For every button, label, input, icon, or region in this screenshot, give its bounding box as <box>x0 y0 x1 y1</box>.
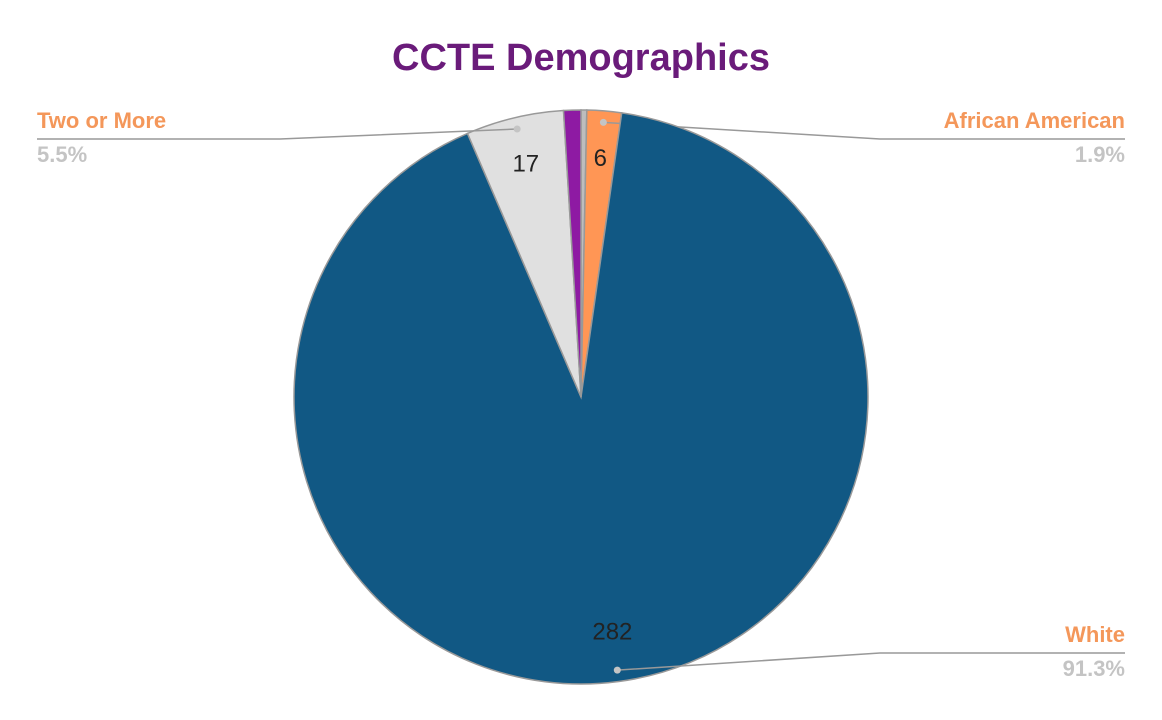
leader-line <box>603 121 1125 140</box>
leader-line <box>617 652 1125 671</box>
value-label: 6 <box>594 145 607 172</box>
leader-dot <box>599 118 607 126</box>
pie-slice <box>293 112 869 685</box>
legend-label: Two or More <box>37 108 166 133</box>
legend-label: African American <box>944 108 1125 133</box>
percent-label: 5.5% <box>37 142 87 167</box>
value-label: 17 <box>512 151 539 178</box>
value-label: 282 <box>592 618 632 645</box>
percent-label: 91.3% <box>1063 656 1125 681</box>
leader-line <box>37 128 518 140</box>
chart-title: CCTE Demographics <box>392 37 770 79</box>
leader-dot <box>513 125 521 133</box>
leader-dot <box>613 666 621 674</box>
percent-label: 1.9% <box>1075 142 1125 167</box>
legend-label: White <box>1065 622 1125 647</box>
pie-slice <box>562 109 582 398</box>
